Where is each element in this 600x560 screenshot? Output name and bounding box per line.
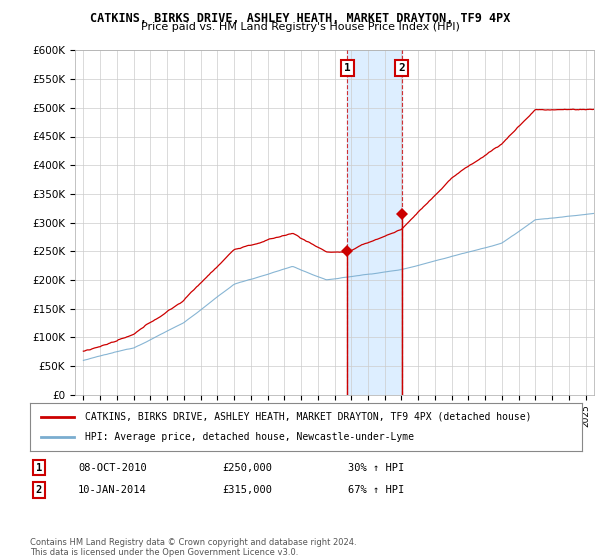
Text: 67% ↑ HPI: 67% ↑ HPI	[348, 485, 404, 495]
Text: 2: 2	[398, 63, 406, 73]
Text: 10-JAN-2014: 10-JAN-2014	[78, 485, 147, 495]
Text: CATKINS, BIRKS DRIVE, ASHLEY HEATH, MARKET DRAYTON, TF9 4PX (detached house): CATKINS, BIRKS DRIVE, ASHLEY HEATH, MARK…	[85, 412, 532, 422]
Text: 2: 2	[36, 485, 42, 495]
Text: 30% ↑ HPI: 30% ↑ HPI	[348, 463, 404, 473]
Text: Contains HM Land Registry data © Crown copyright and database right 2024.
This d: Contains HM Land Registry data © Crown c…	[30, 538, 356, 557]
Bar	[347, 50, 402, 395]
Text: 1: 1	[344, 63, 351, 73]
Text: £315,000: £315,000	[222, 485, 272, 495]
Text: CATKINS, BIRKS DRIVE, ASHLEY HEATH, MARKET DRAYTON, TF9 4PX: CATKINS, BIRKS DRIVE, ASHLEY HEATH, MARK…	[90, 12, 510, 25]
Text: HPI: Average price, detached house, Newcastle-under-Lyme: HPI: Average price, detached house, Newc…	[85, 432, 414, 442]
Text: Price paid vs. HM Land Registry's House Price Index (HPI): Price paid vs. HM Land Registry's House …	[140, 22, 460, 32]
Text: 1: 1	[36, 463, 42, 473]
Text: £250,000: £250,000	[222, 463, 272, 473]
Text: 08-OCT-2010: 08-OCT-2010	[78, 463, 147, 473]
